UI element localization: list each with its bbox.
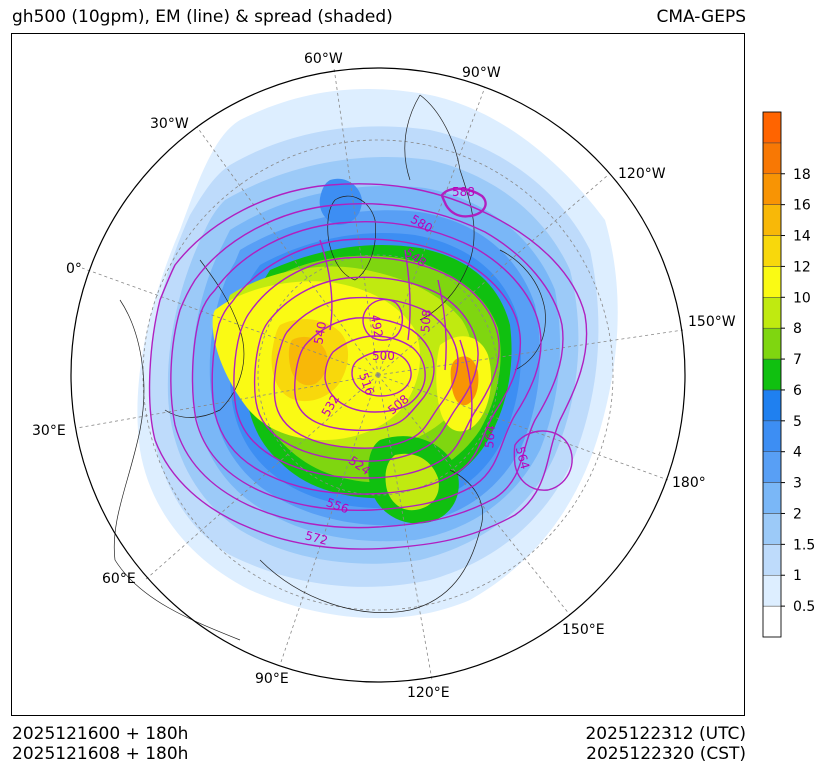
- contour-label: 588: [452, 185, 475, 199]
- colorbar-swatch: [762, 482, 782, 514]
- coastline-alaska: [499, 249, 546, 371]
- colorbar-swatch: [762, 574, 782, 607]
- colorbar-swatch: [762, 544, 782, 576]
- colorbar-swatch: [762, 111, 782, 144]
- footer-left: 2025121600 + 180h 2025121608 + 180h: [12, 724, 188, 764]
- contour-label: 500: [372, 349, 395, 363]
- colorbar-swatch: [762, 513, 782, 545]
- contour-492: [362, 298, 404, 341]
- colorbar-tick-label: 12: [793, 259, 811, 275]
- init-time-utc: 2025121600 + 180h: [12, 724, 189, 744]
- colorbar-tick-label: 18: [793, 167, 811, 183]
- colorbar-swatch: [762, 605, 782, 638]
- meridian-label: 60°W: [304, 51, 343, 67]
- colorbar-tick-label: 5: [793, 414, 802, 430]
- colorbar-swatch: [762, 451, 782, 483]
- map-frame: [11, 33, 745, 716]
- latitude-circle-30: [142, 139, 614, 611]
- colorbar-tick-label: 10: [793, 290, 811, 306]
- colorbar-tick-label: 1.5: [793, 537, 815, 553]
- colorbar-tick-label: 16: [793, 198, 811, 214]
- meridian-label: 150°E: [562, 622, 605, 638]
- valid-time-cst: 2025122320 (CST): [586, 744, 746, 764]
- meridian-label: 150°W: [688, 314, 736, 330]
- colorbar-swatch: [762, 266, 782, 298]
- footer-right: 2025122312 (UTC) 2025122320 (CST): [520, 724, 746, 764]
- coastline-africa: [113, 299, 241, 641]
- colorbar-tick-label: 4: [793, 445, 802, 461]
- meridian-labels: 60°W 90°W 30°W 120°W 0° 150°W 30°E 180° …: [32, 51, 736, 701]
- meridian-label: 180°: [672, 475, 706, 491]
- colorbar-swatch: [762, 173, 782, 205]
- colorbar-tick-label: 7: [793, 352, 802, 368]
- meridian-label: 90°W: [462, 65, 501, 81]
- meridian-label: 30°W: [150, 116, 189, 132]
- colorbar-swatch: [762, 297, 782, 329]
- gh500-contours: [148, 183, 588, 550]
- map-title: gh500 (10gpm), EM (line) & spread (shade…: [12, 7, 393, 27]
- contour-564-loop: [513, 430, 573, 491]
- meridian-line: [81, 267, 379, 376]
- valid-time-utc: 2025122312 (UTC): [585, 724, 746, 744]
- colorbar-tick-label: 2: [793, 506, 802, 522]
- colorbar-swatch: [762, 389, 782, 422]
- contour-labels: 588 580 548 492 508 540 500 516 532 508 …: [304, 185, 533, 548]
- coastlines: [113, 94, 546, 641]
- colorbar-tick-label: 3: [793, 476, 802, 492]
- meridian-line: [333, 67, 379, 376]
- colorbar-swatch: [762, 358, 782, 391]
- contour-524: [273, 296, 459, 449]
- colorbar-swatch: [762, 327, 782, 360]
- contour-label: 572: [304, 528, 330, 547]
- meridian-line: [144, 374, 379, 581]
- contour-label: 564: [482, 425, 498, 449]
- map-boundary: [70, 67, 686, 683]
- contour-inner-ridge: [319, 239, 473, 431]
- meridian-label: 90°E: [255, 671, 289, 687]
- colorbar-frame: [762, 111, 782, 638]
- latitude-circle-60: [257, 254, 499, 496]
- contour-540: [233, 256, 500, 479]
- colorbar: 0.5 1 1.5 2 3 4 5 6 7 8 10 12 14 16 18: [762, 111, 815, 638]
- contour-516: [294, 317, 435, 432]
- colorbar-swatch: [762, 204, 782, 236]
- colorbar-tick-label: 1: [793, 568, 802, 584]
- contour-label: 564: [513, 445, 532, 471]
- meridian-label: 30°E: [32, 423, 66, 439]
- colorbar-swatch: [762, 420, 782, 452]
- contour-588: [440, 187, 487, 218]
- colorbar-tick-label: 0.5: [793, 599, 815, 615]
- meridian-line: [377, 374, 433, 681]
- meridian-label: 0°: [66, 261, 82, 277]
- colorbar-swatch: [762, 235, 782, 267]
- contour-label: 492: [368, 314, 386, 339]
- meridian-label: 120°W: [618, 166, 666, 182]
- meridian-label: 120°E: [407, 685, 450, 701]
- contour-572: [148, 183, 588, 550]
- spread-band-14: [288, 336, 328, 386]
- model-name: CMA-GEPS: [656, 7, 746, 27]
- colorbar-tick-label: 8: [793, 321, 802, 337]
- colorbar-tick-label: 14: [793, 229, 811, 245]
- contour-548: [211, 238, 522, 495]
- meridian-label: 60°E: [102, 571, 136, 587]
- colorbar-swatch: [762, 142, 782, 175]
- coastline-greenland: [327, 195, 376, 281]
- coastline-asia: [259, 469, 483, 613]
- contour-508: [324, 335, 426, 413]
- init-time-cst: 2025121608 + 180h: [12, 744, 189, 764]
- contour-label: 508: [418, 309, 434, 333]
- contour-564: [170, 203, 564, 529]
- contour-556: [191, 221, 542, 512]
- colorbar-tick-label: 6: [793, 383, 802, 399]
- contour-500: [351, 350, 412, 397]
- contour-532: [253, 276, 479, 462]
- meridian-line: [377, 174, 609, 376]
- contour-label: 540: [311, 320, 329, 345]
